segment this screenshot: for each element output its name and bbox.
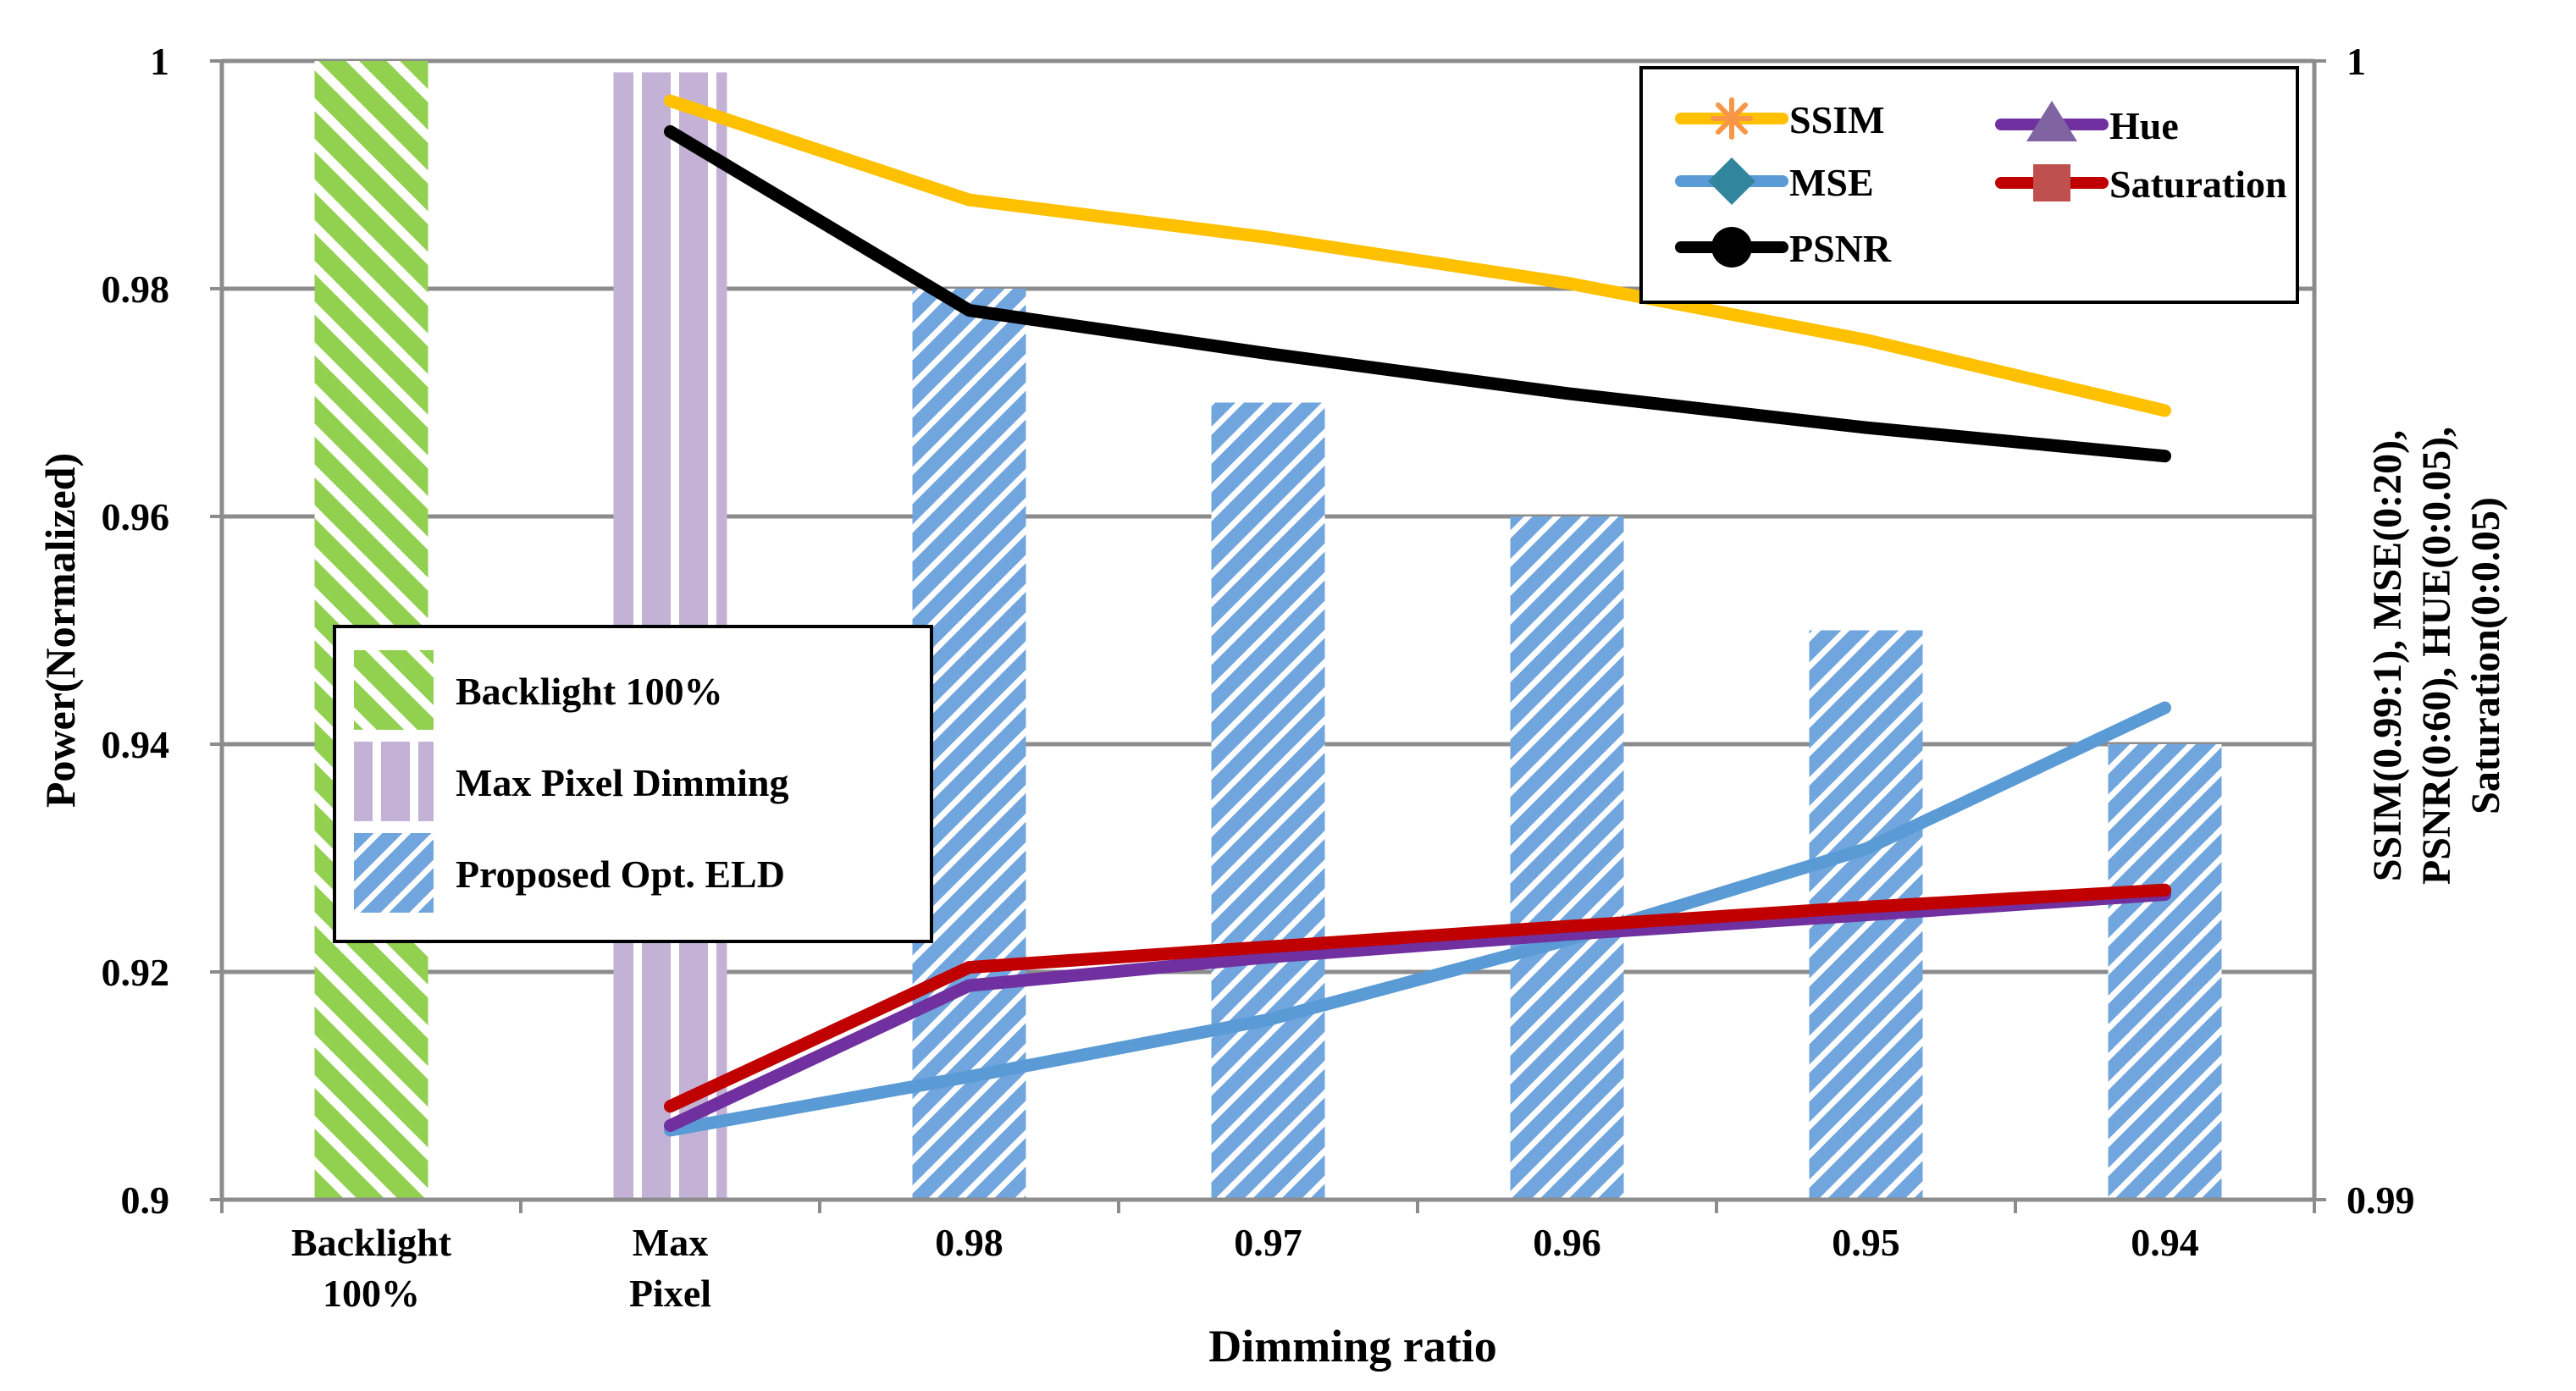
y-axis-label: Power(Normalized) xyxy=(36,453,84,808)
x-tick-label: Backlight 100% xyxy=(291,1221,452,1315)
legend-label: PSNR xyxy=(1789,227,1892,270)
legend-bars: Backlight 100% Max Pixel Dimming Proposed … xyxy=(333,625,933,943)
legend-label: Backlight 100% xyxy=(456,670,723,713)
legend-label: Proposed Opt. ELD xyxy=(456,853,785,896)
legend-swatch-blue-diagonal xyxy=(354,833,434,913)
legend-swatch-purple-vertical xyxy=(354,742,434,821)
axis-labels: 0.9 0.92 0.94 0.96 0.98 1 0.99 1 Backlight 100% Ma… xyxy=(36,40,2508,1372)
bar-blue-diagonal xyxy=(1510,516,1624,1200)
series-lines xyxy=(664,94,2171,1137)
legend-swatch-green-diagonal xyxy=(354,650,434,730)
y-tick-label: 1 xyxy=(150,40,169,83)
x-tick-label: 0.95 xyxy=(1832,1221,1900,1264)
y-tick-label: 0.96 xyxy=(102,495,170,538)
x-tick-label: 0.97 xyxy=(1234,1221,1302,1264)
legend-label: MSE xyxy=(1789,161,1874,204)
bars xyxy=(314,61,2222,1201)
y-tick-label: 0.92 xyxy=(102,951,170,994)
mse-line xyxy=(664,701,2171,1137)
legends: SSIM Hue MSE Saturation PSNR Backlight 100% Ma… xyxy=(333,66,2299,943)
x-tick-label: 0.94 xyxy=(2131,1221,2199,1264)
legend-marker-ssim xyxy=(1711,97,1753,140)
hue-line xyxy=(664,888,2171,1133)
legend-marker-mse xyxy=(1708,157,1755,205)
y-tick-label: 0.9 xyxy=(121,1178,170,1222)
legend-marker-saturation xyxy=(2033,164,2070,201)
legend-label: SSIM xyxy=(1789,98,1884,141)
psnr-line xyxy=(664,124,2171,463)
legend-series: SSIM Hue MSE Saturation PSNR xyxy=(1639,66,2299,304)
legend-label: Max Pixel Dimming xyxy=(456,761,789,804)
saturation-line xyxy=(664,883,2171,1113)
bar-blue-diagonal xyxy=(1211,402,1325,1200)
y2-axis-label: SSIM(0.99:1), MSE(0:20), PSNR(0:60), HUE(… xyxy=(2365,427,2508,885)
y2-tick-label: 0.99 xyxy=(2347,1178,2415,1222)
ssim-line xyxy=(664,94,2171,417)
legend-label: Saturation xyxy=(2109,163,2287,206)
axes xyxy=(210,59,2326,1213)
x-tick-label: 0.98 xyxy=(935,1221,1003,1264)
y2-tick-label: 1 xyxy=(2347,40,2366,83)
bar-blue-diagonal xyxy=(2108,744,2222,1200)
x-axis-label: Dimming ratio xyxy=(1208,1321,1496,1372)
y-tick-label: 0.94 xyxy=(102,723,170,766)
y-tick-label: 0.98 xyxy=(102,268,170,311)
legend-marker-hue xyxy=(2026,101,2077,141)
legend-bars-box xyxy=(333,625,933,943)
legend-marker-psnr xyxy=(1711,227,1752,268)
x-tick-label: Max Pixel xyxy=(629,1221,711,1315)
x-tick-label: 0.96 xyxy=(1533,1221,1601,1264)
legend-label: Hue xyxy=(2109,104,2179,147)
